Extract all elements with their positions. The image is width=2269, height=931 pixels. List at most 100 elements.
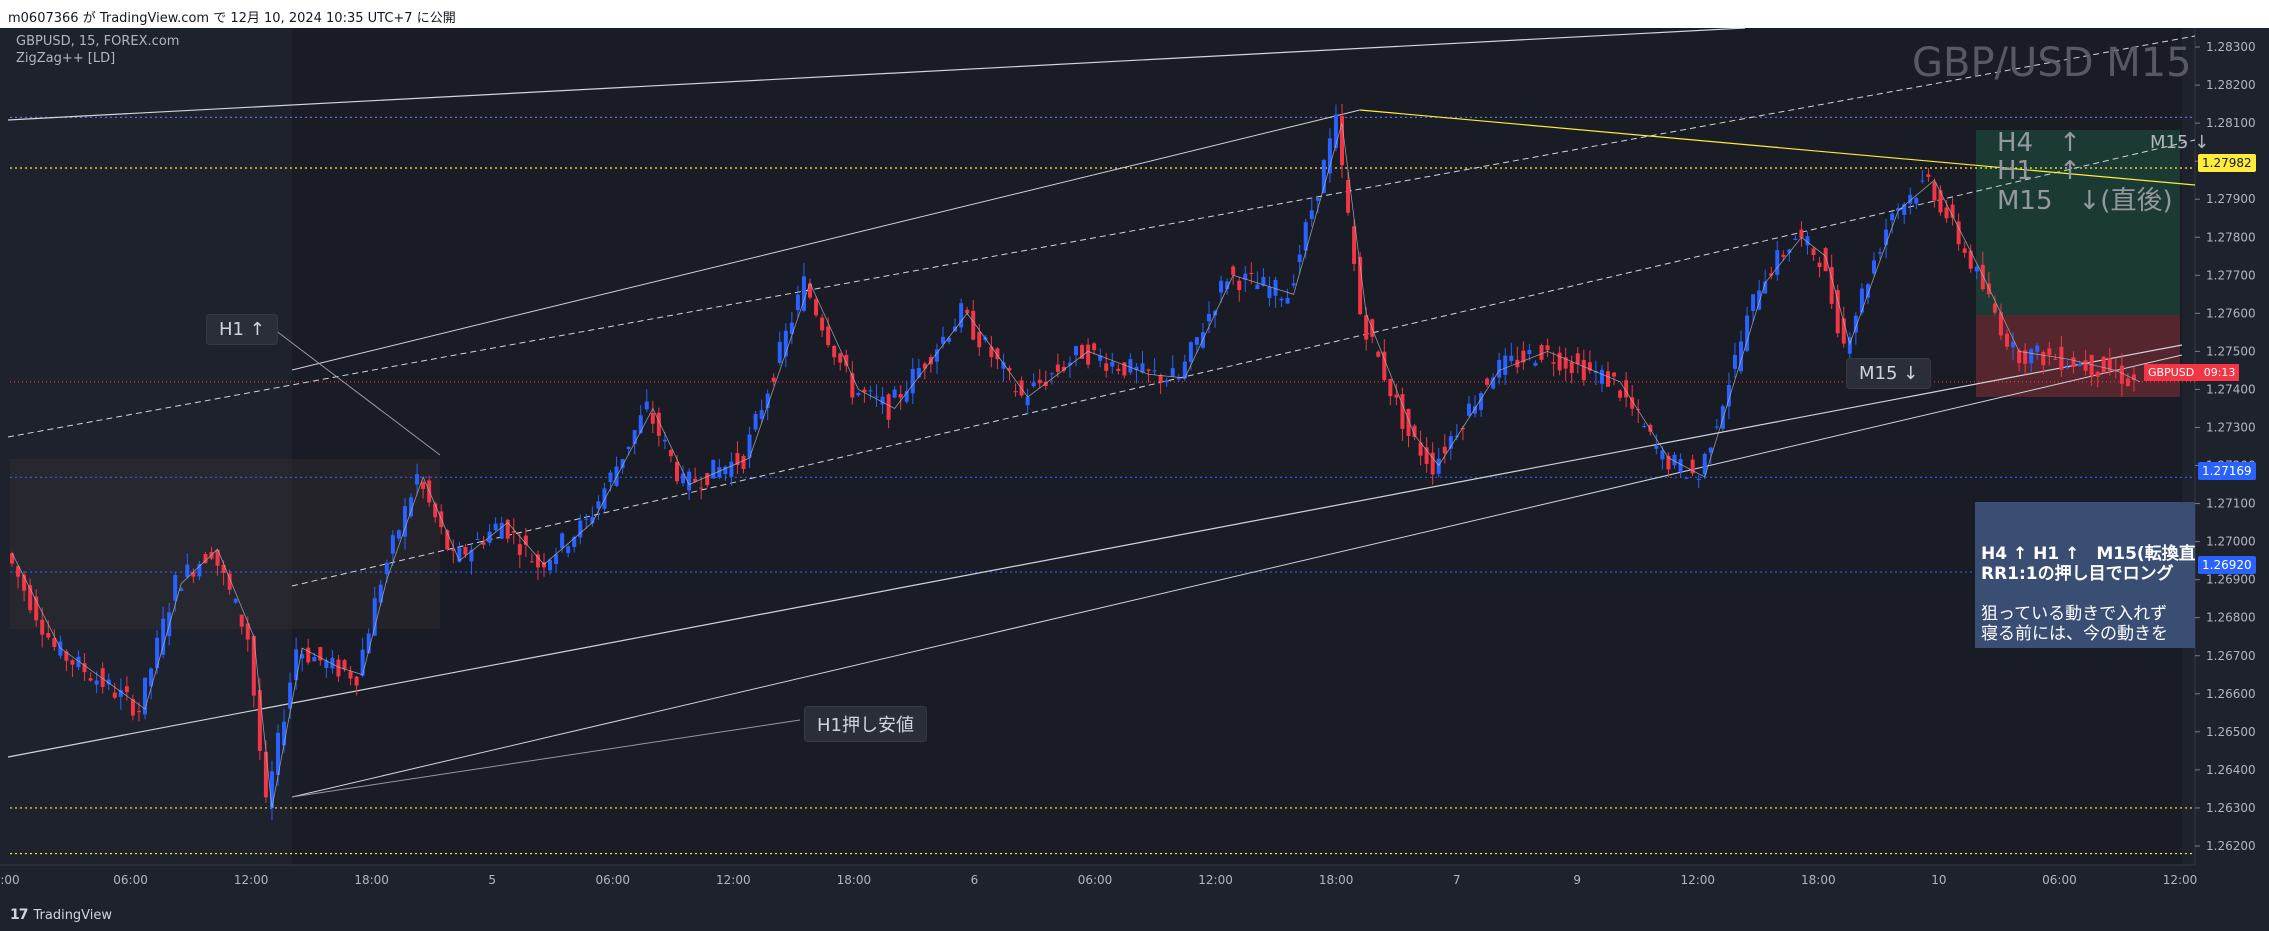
candle-body — [590, 516, 595, 524]
candle-body — [1128, 359, 1133, 373]
candle-body — [1418, 442, 1423, 456]
candle-body — [288, 682, 293, 709]
candle-body — [1618, 390, 1623, 398]
candle-body — [1376, 351, 1381, 357]
candle-body — [850, 373, 855, 398]
candle-body — [239, 614, 244, 627]
candle-body — [378, 584, 383, 603]
candle-body — [1497, 359, 1502, 378]
candle-body — [1303, 222, 1308, 251]
candle-body — [1799, 229, 1804, 238]
channel-shade — [292, 28, 2182, 865]
label-m15-down[interactable]: M15 ↓ — [1846, 358, 1932, 389]
candle-body — [1231, 266, 1236, 275]
candle-body — [517, 544, 522, 555]
candle-body — [965, 309, 970, 314]
candle-body — [1684, 477, 1689, 479]
candle-body — [324, 660, 329, 669]
price-tag-1: 1.27982 — [2198, 154, 2256, 172]
candle-body — [40, 619, 45, 635]
candle-body — [1612, 372, 1617, 377]
price-chart[interactable]: 1.283001.282001.281001.280001.279001.278… — [0, 28, 2269, 931]
candle-body — [856, 392, 861, 396]
candle-body — [1442, 446, 1447, 454]
candle-body — [1805, 236, 1810, 246]
candle-body — [1902, 203, 1907, 216]
publish-bar: m0607366 が TradingView.com で 12月 10, 202… — [0, 0, 2269, 28]
candle-body — [826, 326, 831, 346]
candle-body — [1479, 393, 1484, 410]
x-tick-label: 18:00 — [354, 873, 389, 887]
x-tick-label: :00 — [0, 873, 19, 887]
candle-body — [1086, 344, 1091, 365]
candle-body — [221, 564, 226, 573]
candle-body — [1672, 454, 1677, 466]
candle-body — [1182, 361, 1187, 379]
candle-body — [1533, 362, 1538, 366]
candle-body — [548, 559, 553, 571]
chart-watermark: GBP/USD M15 — [1912, 40, 2192, 86]
candle-body — [215, 549, 220, 566]
candle-body — [2023, 350, 2028, 364]
label-h1-low[interactable]: H1押し安値 — [804, 706, 927, 742]
trend-from-low — [291, 354, 2183, 798]
candle-body — [1031, 382, 1036, 387]
tradingview-brand[interactable]: 17 TradingView — [10, 907, 112, 923]
candle-body — [1346, 180, 1351, 213]
label-h1-up[interactable]: H1 ↑ — [206, 314, 278, 345]
candle-body — [2083, 360, 2088, 371]
candle-body — [1817, 262, 1822, 268]
trade-note[interactable]: H4 ↑ H1 ↑ M15(転換直後 RR1:1の押し目でロング 狙っている動き… — [1975, 502, 2195, 648]
tf-note-m15: M15 ↓(直後) — [1997, 186, 2173, 216]
candle-body — [1569, 361, 1574, 374]
candle-body — [681, 473, 686, 484]
candle-body — [1563, 357, 1568, 369]
legend-indicator: ZigZag++ [LD] — [16, 51, 116, 66]
candle-body — [1503, 355, 1508, 375]
candle-body — [2119, 365, 2124, 384]
candle-body — [2005, 333, 2009, 347]
candle-body — [1787, 249, 1792, 253]
candle-body — [656, 412, 661, 436]
candle-body — [1279, 298, 1284, 301]
y-tick-label: 1.26200 — [2206, 839, 2256, 853]
candle-body — [1938, 190, 1943, 213]
y-tick-label: 1.27500 — [2206, 344, 2256, 358]
candle-body — [1098, 355, 1103, 361]
candle-body — [1261, 276, 1266, 286]
candle-body — [197, 563, 202, 577]
candle-body — [1291, 283, 1296, 286]
candle-body — [1430, 452, 1435, 475]
candle-body — [1998, 312, 2003, 336]
candle-body — [1581, 359, 1586, 381]
candle-body — [445, 530, 450, 550]
candle-body — [910, 368, 915, 394]
candle-body — [1539, 345, 1544, 360]
candle-body — [1315, 198, 1320, 201]
candle-body — [1678, 459, 1683, 473]
channel-mid-lower — [291, 139, 2196, 587]
candle-body — [783, 330, 788, 357]
candle-body — [451, 549, 456, 551]
candle-body — [1134, 366, 1139, 371]
candle-body — [771, 377, 776, 382]
candle-body — [1080, 345, 1085, 359]
candle-body — [650, 412, 655, 424]
candle-body — [572, 536, 577, 548]
candle-body — [52, 638, 57, 647]
candle-body — [1702, 453, 1707, 475]
candle-body — [155, 637, 160, 669]
candle-body — [1872, 260, 1876, 274]
candle-body — [330, 657, 335, 669]
candle-body — [1914, 198, 1919, 204]
candle-body — [584, 518, 589, 520]
candle-body — [2017, 350, 2022, 364]
candle-body — [191, 572, 196, 577]
candle-body — [989, 346, 994, 358]
current-timer: 09:13 — [2203, 366, 2236, 379]
candle-body — [638, 415, 643, 433]
y-tick-label: 1.27600 — [2206, 306, 2256, 320]
candle-body — [1757, 290, 1762, 310]
candle-body — [1327, 138, 1332, 174]
candle-body — [106, 679, 111, 685]
